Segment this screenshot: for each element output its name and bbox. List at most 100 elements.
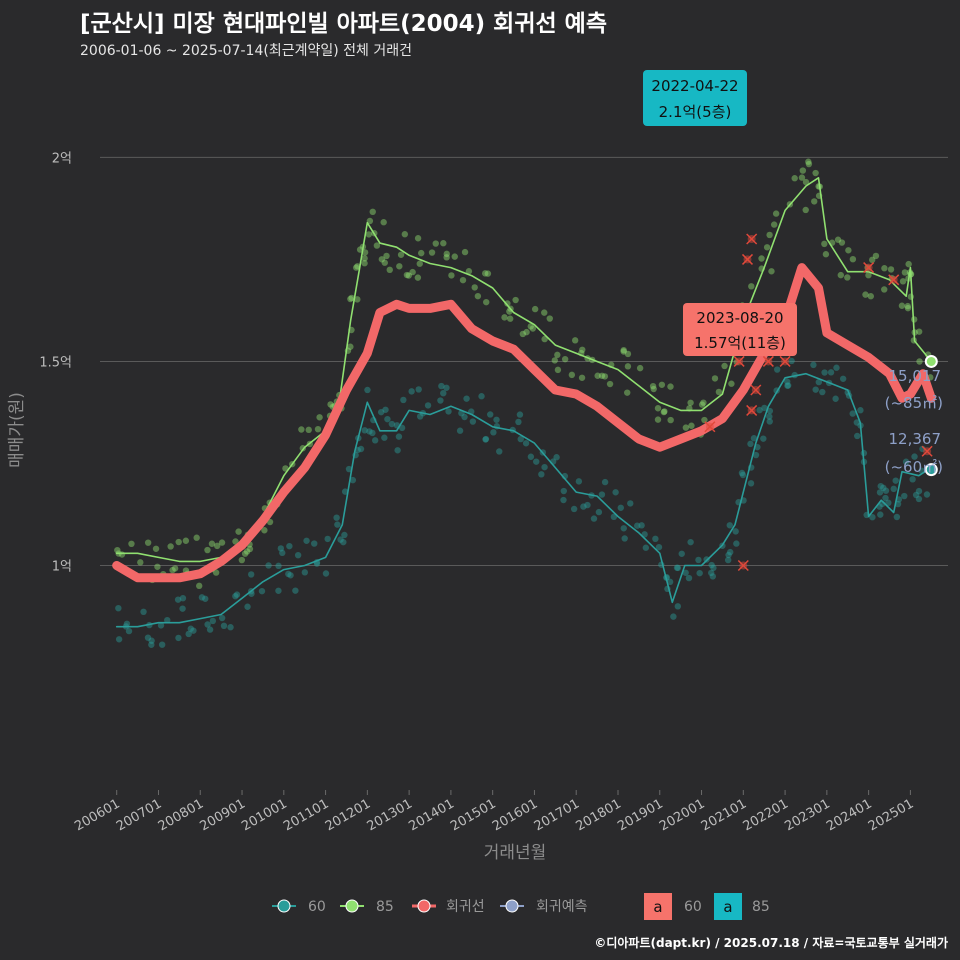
scatter-point: [538, 471, 545, 478]
scatter-point: [238, 556, 246, 564]
scatter-point: [853, 419, 861, 426]
scatter-point: [440, 389, 447, 397]
scatter-point: [443, 254, 450, 261]
x-tick-label: 200601: [72, 796, 122, 834]
axis-ticks: 1억1.5억2억20060120070120080120090120100120…: [39, 151, 916, 834]
scatter-point: [612, 489, 619, 496]
scatter-point: [541, 309, 548, 316]
scatter-point: [349, 476, 357, 484]
x-tick-label: 202401: [824, 796, 874, 834]
scatter-point: [700, 399, 707, 406]
scatter-point: [305, 426, 312, 434]
side-note-85-count: 15,017: [889, 367, 942, 385]
scatter-point: [674, 603, 682, 610]
scatter-point: [710, 564, 717, 572]
scatter-point: [298, 426, 305, 433]
legend-box-60: a 60: [644, 893, 702, 920]
scatter-point: [527, 453, 535, 460]
scatter-point: [324, 535, 331, 543]
scatter-point: [204, 621, 211, 628]
scatter-point: [881, 265, 888, 272]
scatter-point: [887, 266, 895, 273]
scatter-point: [432, 240, 439, 247]
scatter-point: [311, 540, 318, 547]
scatter-point: [115, 604, 122, 612]
scatter-point: [227, 624, 234, 631]
scatter-point: [294, 551, 302, 559]
scatter-point: [347, 343, 354, 350]
scatter-point: [334, 521, 341, 528]
scatter-point: [398, 424, 406, 432]
scatter-point: [369, 429, 376, 437]
scatter-point: [726, 522, 733, 529]
scatter-point: [885, 499, 892, 507]
scatter-point: [175, 538, 182, 546]
scatter-point: [912, 491, 920, 499]
scatter-point: [482, 436, 489, 443]
scatter-point: [440, 240, 447, 247]
scatter-point: [213, 542, 221, 550]
scatter-point: [892, 477, 899, 484]
x-tick-label: 201901: [615, 796, 665, 834]
scatter-point: [487, 411, 494, 418]
scatter-point: [380, 219, 387, 226]
scatter-point: [682, 569, 689, 576]
scatter-point: [877, 482, 884, 490]
scatter-point: [898, 302, 906, 309]
scatter-point: [369, 208, 376, 216]
scatter-point: [383, 252, 390, 260]
legend-item-regression: 회귀선: [412, 899, 485, 915]
scatter-point: [867, 293, 875, 300]
scatter-point: [220, 622, 228, 630]
scatter-point: [493, 416, 500, 423]
legend-box-85-label: 85: [752, 899, 770, 915]
scatter-point: [678, 550, 685, 557]
scatter-point: [575, 478, 583, 485]
scatter-point: [169, 566, 176, 574]
scatter-point: [373, 242, 381, 249]
scatter-point: [658, 381, 666, 388]
scatter-point: [366, 217, 374, 225]
scatter-point: [811, 198, 818, 205]
x-tick-label: 202501: [866, 796, 916, 834]
x-mark: [888, 274, 900, 286]
y-tick-label: 2억: [52, 151, 72, 166]
scatter-point: [144, 634, 152, 641]
scatter-point: [911, 453, 918, 460]
scatter-point: [212, 569, 220, 576]
side-note-60-area: (~60㎡): [885, 458, 943, 476]
scatter-point: [570, 505, 578, 513]
scatter-point: [285, 570, 292, 578]
scatter-point: [418, 249, 425, 257]
x-tick-label: 201001: [239, 796, 289, 834]
scatter-point: [763, 244, 771, 251]
scatter-point: [481, 270, 489, 277]
scatter-point: [869, 256, 876, 264]
scatter-point: [179, 594, 187, 602]
scatter-point: [682, 424, 690, 431]
scatter-point: [802, 178, 810, 186]
scatter-point: [218, 539, 226, 546]
scatter-point: [241, 550, 249, 557]
scatter-point: [279, 549, 286, 557]
scatter-point: [416, 260, 423, 267]
scatter-point: [352, 264, 360, 271]
series-line-regression: [112, 263, 936, 583]
scatter-point: [812, 169, 819, 177]
scatter-point: [258, 587, 266, 595]
scatter-point: [438, 382, 445, 390]
scatter-point: [666, 578, 674, 586]
scatter-point: [638, 522, 645, 529]
scatter-point: [688, 422, 695, 429]
scatter-point: [461, 248, 469, 256]
scatter-point: [553, 454, 560, 461]
scatter-point: [501, 314, 508, 321]
scatter-point: [261, 527, 268, 534]
scatter-point: [428, 249, 436, 256]
scatter-point: [624, 363, 632, 370]
scatter-point: [560, 496, 567, 504]
scatter-point: [819, 388, 826, 396]
scatter-point: [193, 534, 200, 541]
scatter-point: [827, 369, 835, 376]
